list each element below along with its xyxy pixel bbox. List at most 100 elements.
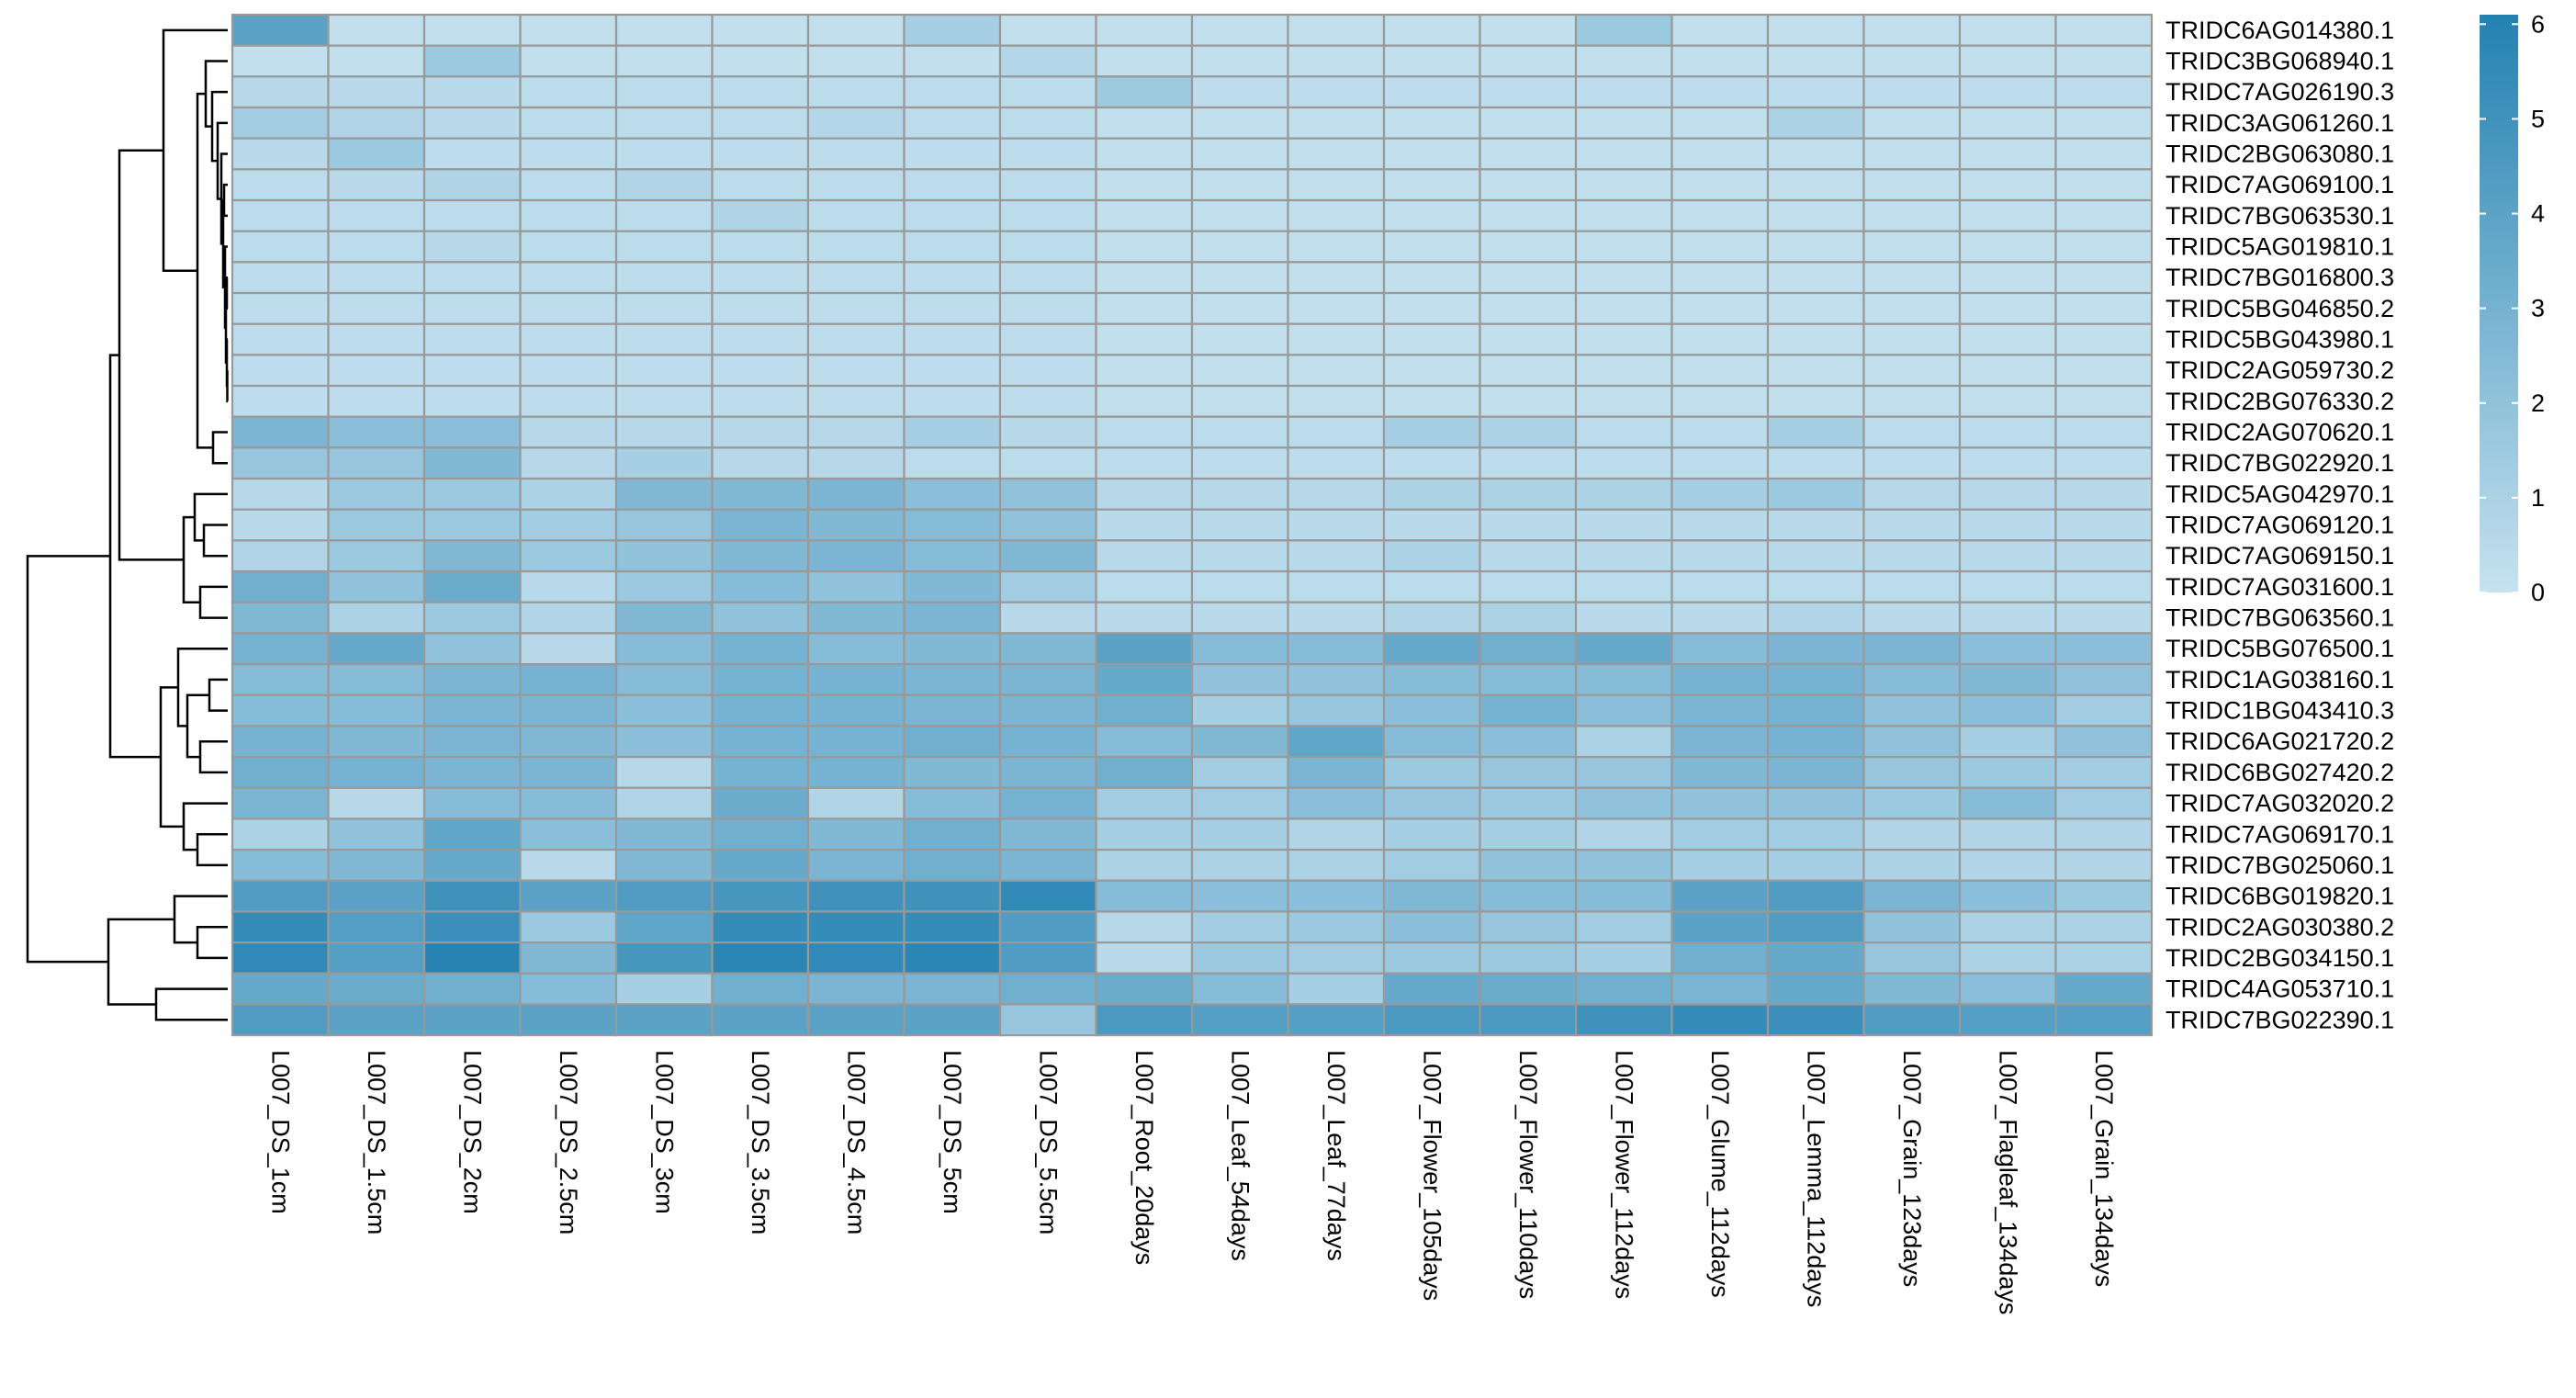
heatmap-cell [422,137,522,171]
column-label: L007_DS_4.5cm [842,1050,870,1235]
heatmap-cell [1862,384,1962,418]
heatmap-cell [1190,941,1289,975]
heatmap-cell [422,230,522,264]
heatmap-cell [1670,44,1770,78]
heatmap-cell [2054,384,2154,418]
heatmap-cell [2054,539,2154,573]
heatmap-cell [519,972,618,1006]
heatmap-cell [614,693,714,727]
heatmap-cell [614,137,714,171]
heatmap-cell [711,662,810,696]
color-legend: 0 1 2 3 4 5 6 [2480,10,2545,606]
heatmap-cell [1574,198,1673,232]
heatmap-cell [1479,168,1578,202]
heatmap-cell [711,1003,810,1037]
heatmap-cell [1670,755,1770,789]
heatmap-cell [1670,168,1770,202]
heatmap-cell [614,755,714,789]
heatmap-cell [1958,972,2057,1006]
heatmap-cell [1670,848,1770,882]
heatmap-cell [1095,879,1194,913]
row-label: TRIDC7BG016800.3 [2165,264,2394,291]
heatmap-cell [903,137,1002,171]
heatmap-cell [1190,168,1289,202]
heatmap-cell [231,13,330,47]
heatmap-cell [1287,508,1386,542]
heatmap-cell [327,632,426,666]
heatmap-cell [422,415,522,449]
heatmap-cell [1670,261,1770,295]
heatmap-cell [327,725,426,759]
heatmap-cell [806,539,906,573]
heatmap-cell [327,508,426,542]
heatmap-cell [1382,569,1481,603]
row-label: TRIDC2AG070620.1 [2165,419,2394,446]
dendrogram-branch [182,802,228,851]
heatmap-cell [1958,817,2057,851]
heatmap-cell [903,755,1002,789]
heatmap-cell [2054,972,2154,1006]
heatmap-cell [1382,13,1481,47]
dendrogram-branch [118,149,184,561]
heatmap-cell [903,910,1002,944]
heatmap-cell [2054,725,2154,759]
heatmap-cell [1958,725,2057,759]
heatmap-cell [998,508,1097,542]
heatmap-cell [711,725,810,759]
heatmap-cell [327,539,426,573]
heatmap-cell [231,755,330,789]
heatmap-cell [1862,1003,1962,1037]
heatmap-cell [1862,632,1962,666]
heatmap-cell [1287,972,1386,1006]
heatmap-cell [711,786,810,820]
heatmap-cell [806,322,906,356]
heatmap-cell [1095,848,1194,882]
heatmap-cell [1095,569,1194,603]
heatmap-cell [1479,662,1578,696]
heatmap-cell [1574,168,1673,202]
heatmap-cell [1670,910,1770,944]
heatmap-cell [806,261,906,295]
heatmap-cell [1862,75,1962,109]
heatmap-cell [1287,322,1386,356]
heatmap-cell [1574,879,1673,913]
dendrogram-branch [202,524,228,558]
heatmap-cell [806,477,906,511]
heatmap-cell [2054,198,2154,232]
heatmap-cell [2054,137,2154,171]
heatmap-cell [519,879,618,913]
heatmap-cell [614,817,714,851]
heatmap-cell [1095,972,1194,1006]
heatmap-cell [231,910,330,944]
legend-tick-label: 3 [2531,295,2545,322]
heatmap-cell [1479,1003,1578,1037]
heatmap-cell [806,848,906,882]
heatmap-cell [1479,75,1578,109]
heatmap-cell [2054,13,2154,47]
heatmap-cell [998,230,1097,264]
heatmap-cell [1958,106,2057,140]
heatmap-cell [998,354,1097,388]
heatmap-cell [806,786,906,820]
heatmap-cell [1574,725,1673,759]
heatmap-cell [231,786,330,820]
heatmap-cell [1190,446,1289,480]
heatmap-cell [1479,198,1578,232]
heatmap-cell [998,415,1097,449]
heatmap-cell [711,755,810,789]
heatmap-cell [1670,662,1770,696]
heatmap-cell [1670,322,1770,356]
row-dendrogram [26,28,229,1021]
heatmap-cell [1287,384,1386,418]
heatmap-cell [1862,44,1962,78]
heatmap-cell [711,354,810,388]
heatmap-cell [422,1003,522,1037]
heatmap-cell [2054,1003,2154,1037]
row-label: TRIDC3AG061260.1 [2165,109,2394,137]
dendrogram-branch [204,60,228,128]
dendrogram-branch [198,739,228,774]
heatmap-cell [806,508,906,542]
heatmap-cell [1574,662,1673,696]
heatmap-cell [1766,44,1865,78]
heatmap-cell [903,508,1002,542]
